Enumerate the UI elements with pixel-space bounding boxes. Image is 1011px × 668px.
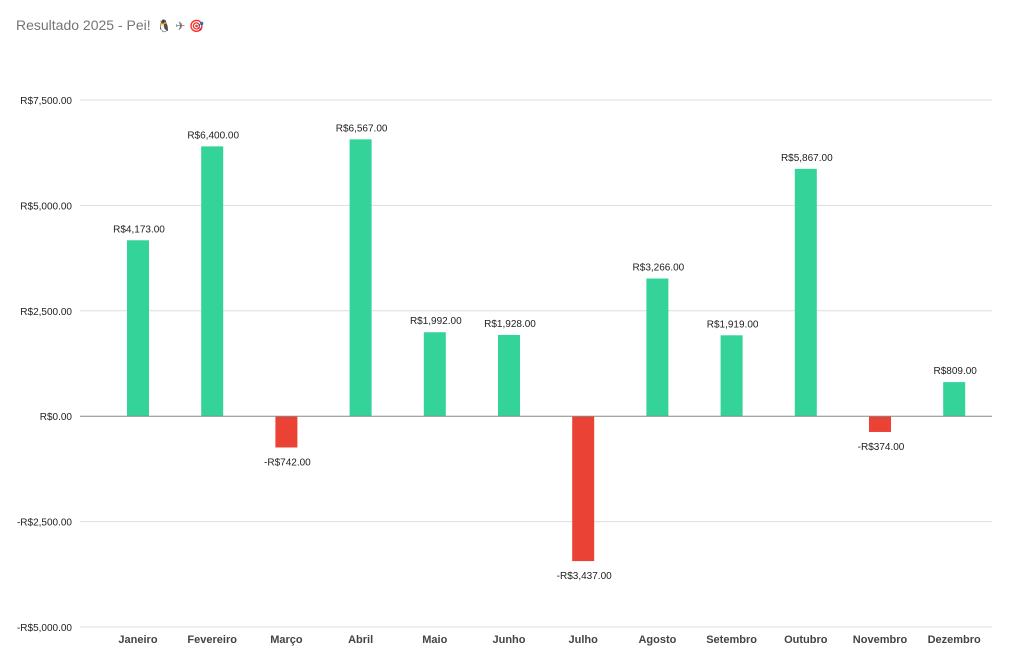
y-axis-tick-labels: R$7,500.00 R$5,000.00 R$2,500.00 R$0.00 -R$2… (17, 96, 72, 634)
chart-title-text: Resultado 2025 - Pei! (16, 17, 151, 33)
data-label: R$5,867.00 (781, 153, 833, 164)
bars (127, 139, 966, 562)
bar-junho (498, 334, 520, 417)
x-axis-category-labels: Janeiro Fevereiro Março Abril Maio Junho Julho… (118, 634, 981, 646)
x-category-label: Abril (348, 634, 373, 646)
data-label: R$809.00 (934, 366, 978, 377)
y-tick-label: -R$2,500.00 (17, 518, 72, 529)
x-category-label: Maio (422, 634, 447, 646)
x-category-label: Dezembro (928, 634, 981, 646)
x-category-label: Agosto (638, 634, 676, 646)
data-label: R$6,400.00 (187, 130, 239, 141)
data-label: -R$742.00 (264, 457, 311, 468)
x-category-label: Setembro (706, 634, 757, 646)
bar-agosto (646, 278, 669, 417)
bar-janeiro (127, 240, 149, 417)
data-label: -R$374.00 (858, 442, 905, 453)
x-category-label: Junho (493, 634, 526, 646)
x-category-label: Outubro (784, 634, 828, 646)
x-category-label: Novembro (853, 634, 908, 646)
data-label: -R$3,437.00 (557, 571, 612, 582)
bar-setembro (720, 335, 743, 417)
data-label: R$1,928.00 (484, 319, 536, 330)
bar-julho (572, 416, 595, 562)
y-tick-label: R$0.00 (40, 412, 73, 423)
bar-maio (423, 332, 446, 417)
data-label: R$1,992.00 (410, 316, 462, 327)
data-label: R$4,173.00 (113, 224, 165, 235)
y-tick-label: R$2,500.00 (20, 307, 72, 318)
bar-novembro (869, 416, 891, 432)
gridlines (80, 99, 992, 628)
x-category-label: Janeiro (118, 634, 157, 646)
data-label: R$1,919.00 (707, 319, 759, 330)
data-label: R$6,567.00 (336, 123, 388, 134)
x-category-label: Julho (569, 634, 599, 646)
chart-title-emojis: 🐧 ✈ 🎯 (156, 19, 205, 33)
y-tick-label: R$7,500.00 (20, 96, 72, 107)
y-tick-label: -R$5,000.00 (17, 623, 72, 634)
bar-outubro (794, 168, 817, 417)
bar-dezembro (943, 382, 966, 417)
y-tick-label: R$5,000.00 (20, 201, 72, 212)
chart-title: Resultado 2025 - Pei! 🐧 ✈ 🎯 (16, 17, 204, 33)
data-labels: R$4,173.00 R$6,400.00 -R$742.00 R$6,567.00 R… (113, 123, 977, 582)
bar-março (275, 416, 298, 448)
bar-fevereiro (201, 146, 224, 417)
x-category-label: Março (270, 634, 303, 646)
x-category-label: Fevereiro (187, 634, 237, 646)
bar-abril (349, 139, 372, 417)
data-label: R$3,266.00 (633, 263, 685, 274)
